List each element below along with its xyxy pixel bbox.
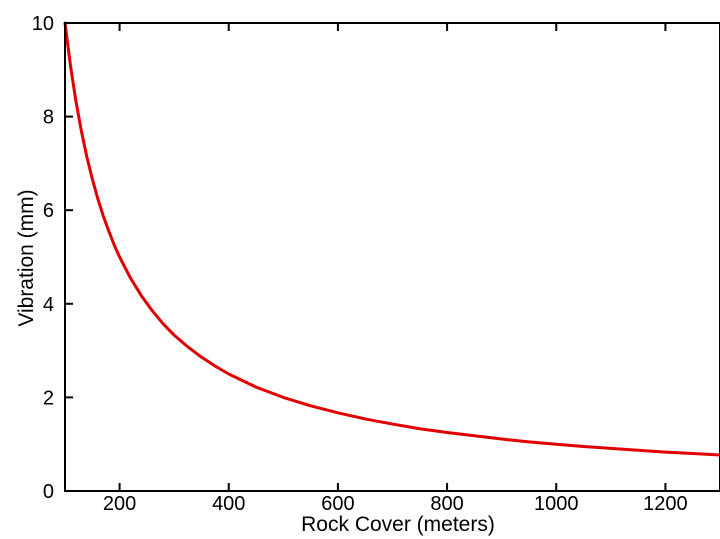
x-tick-label-2: 600 xyxy=(321,493,354,515)
plot-area-frame xyxy=(64,22,720,492)
series-layer xyxy=(63,21,720,457)
x-tick-label-4: 1000 xyxy=(534,493,579,515)
x-axis-label: Rock Cover (meters) xyxy=(301,513,495,536)
series-line-0 xyxy=(63,21,720,457)
x-tick-label-1: 400 xyxy=(212,493,245,515)
ticks-layer xyxy=(65,22,667,492)
y-tick-label-1: 2 xyxy=(43,387,54,409)
x-tick-label-5: 1200 xyxy=(643,493,688,515)
y-tick-label-4: 8 xyxy=(43,107,54,129)
y-tick-label-5: 10 xyxy=(32,13,54,35)
y-tick-label-0: 0 xyxy=(43,481,54,503)
tick-labels-layer: 200 400 600 800 1000 1200 0 2 4 6 8 10 xyxy=(32,13,688,515)
x-tick-label-0: 200 xyxy=(103,493,136,515)
x-tick-label-3: 800 xyxy=(430,493,463,515)
y-axis-label: Vibration (mm) xyxy=(15,189,38,326)
y-tick-label-3: 6 xyxy=(43,200,54,222)
y-tick-label-2: 4 xyxy=(43,294,54,316)
